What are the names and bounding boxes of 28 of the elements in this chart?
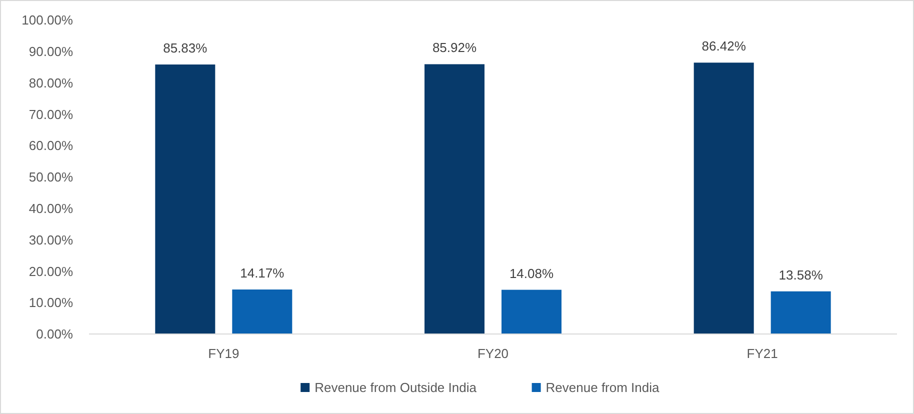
bar bbox=[694, 62, 754, 334]
bar bbox=[232, 290, 292, 334]
data-label: 86.42% bbox=[702, 38, 746, 54]
y-tick-label: 70.00% bbox=[28, 106, 74, 122]
bar bbox=[424, 64, 484, 334]
y-tick-label: 0.00% bbox=[36, 326, 74, 342]
data-label: 14.17% bbox=[240, 266, 285, 281]
legend-label: Revenue from Outside India bbox=[314, 380, 478, 395]
y-tick-label: 60.00% bbox=[28, 138, 74, 154]
bar bbox=[155, 64, 216, 334]
y-tick-label: 50.00% bbox=[28, 170, 74, 185]
data-label: 13.58% bbox=[778, 267, 824, 282]
data-label: 14.08% bbox=[509, 266, 554, 281]
bar bbox=[502, 290, 562, 334]
y-tick-label: 40.00% bbox=[28, 200, 74, 216]
y-tick-label: 100.00% bbox=[22, 12, 74, 28]
data-label: 85.83% bbox=[163, 40, 208, 56]
y-tick-label: 10.00% bbox=[28, 295, 74, 310]
y-tick-label: 20.00% bbox=[28, 264, 74, 279]
y-tick-label: 30.00% bbox=[28, 232, 74, 248]
x-tick-label: FY19 bbox=[208, 346, 240, 361]
x-tick-label: FY21 bbox=[746, 346, 778, 361]
y-tick-label: 90.00% bbox=[28, 44, 74, 59]
y-tick-label: 80.00% bbox=[28, 75, 74, 90]
legend-label: Revenue from India bbox=[546, 380, 660, 395]
bar bbox=[770, 291, 831, 334]
x-tick-label: FY20 bbox=[477, 346, 509, 361]
data-label: 85.92% bbox=[432, 40, 477, 56]
